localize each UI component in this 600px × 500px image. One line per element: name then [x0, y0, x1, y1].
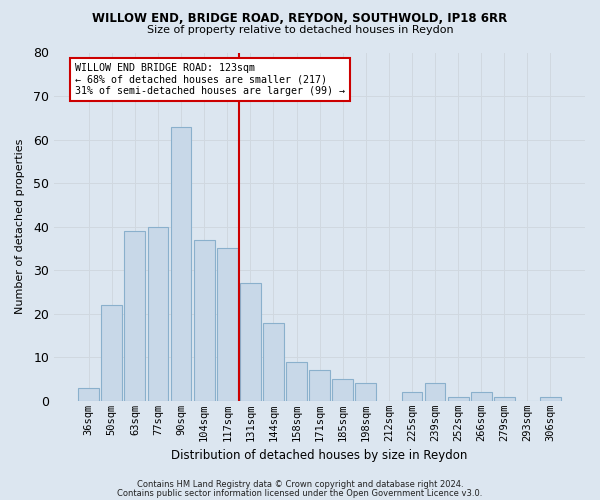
Bar — [124, 231, 145, 401]
Text: Contains HM Land Registry data © Crown copyright and database right 2024.: Contains HM Land Registry data © Crown c… — [137, 480, 463, 489]
Bar — [471, 392, 491, 401]
X-axis label: Distribution of detached houses by size in Reydon: Distribution of detached houses by size … — [172, 450, 468, 462]
Y-axis label: Number of detached properties: Number of detached properties — [15, 139, 25, 314]
Text: WILLOW END BRIDGE ROAD: 123sqm
← 68% of detached houses are smaller (217)
31% of: WILLOW END BRIDGE ROAD: 123sqm ← 68% of … — [76, 63, 346, 96]
Bar — [263, 322, 284, 401]
Bar — [170, 126, 191, 401]
Text: Contains public sector information licensed under the Open Government Licence v3: Contains public sector information licen… — [118, 488, 482, 498]
Bar — [148, 226, 169, 401]
Bar — [79, 388, 99, 401]
Bar — [194, 240, 215, 401]
Text: Size of property relative to detached houses in Reydon: Size of property relative to detached ho… — [146, 25, 454, 35]
Bar — [217, 248, 238, 401]
Bar — [240, 284, 261, 401]
Bar — [309, 370, 330, 401]
Bar — [355, 384, 376, 401]
Bar — [425, 384, 445, 401]
Bar — [101, 305, 122, 401]
Bar — [448, 396, 469, 401]
Bar — [401, 392, 422, 401]
Bar — [286, 362, 307, 401]
Bar — [494, 396, 515, 401]
Bar — [540, 396, 561, 401]
Text: WILLOW END, BRIDGE ROAD, REYDON, SOUTHWOLD, IP18 6RR: WILLOW END, BRIDGE ROAD, REYDON, SOUTHWO… — [92, 12, 508, 26]
Bar — [332, 379, 353, 401]
